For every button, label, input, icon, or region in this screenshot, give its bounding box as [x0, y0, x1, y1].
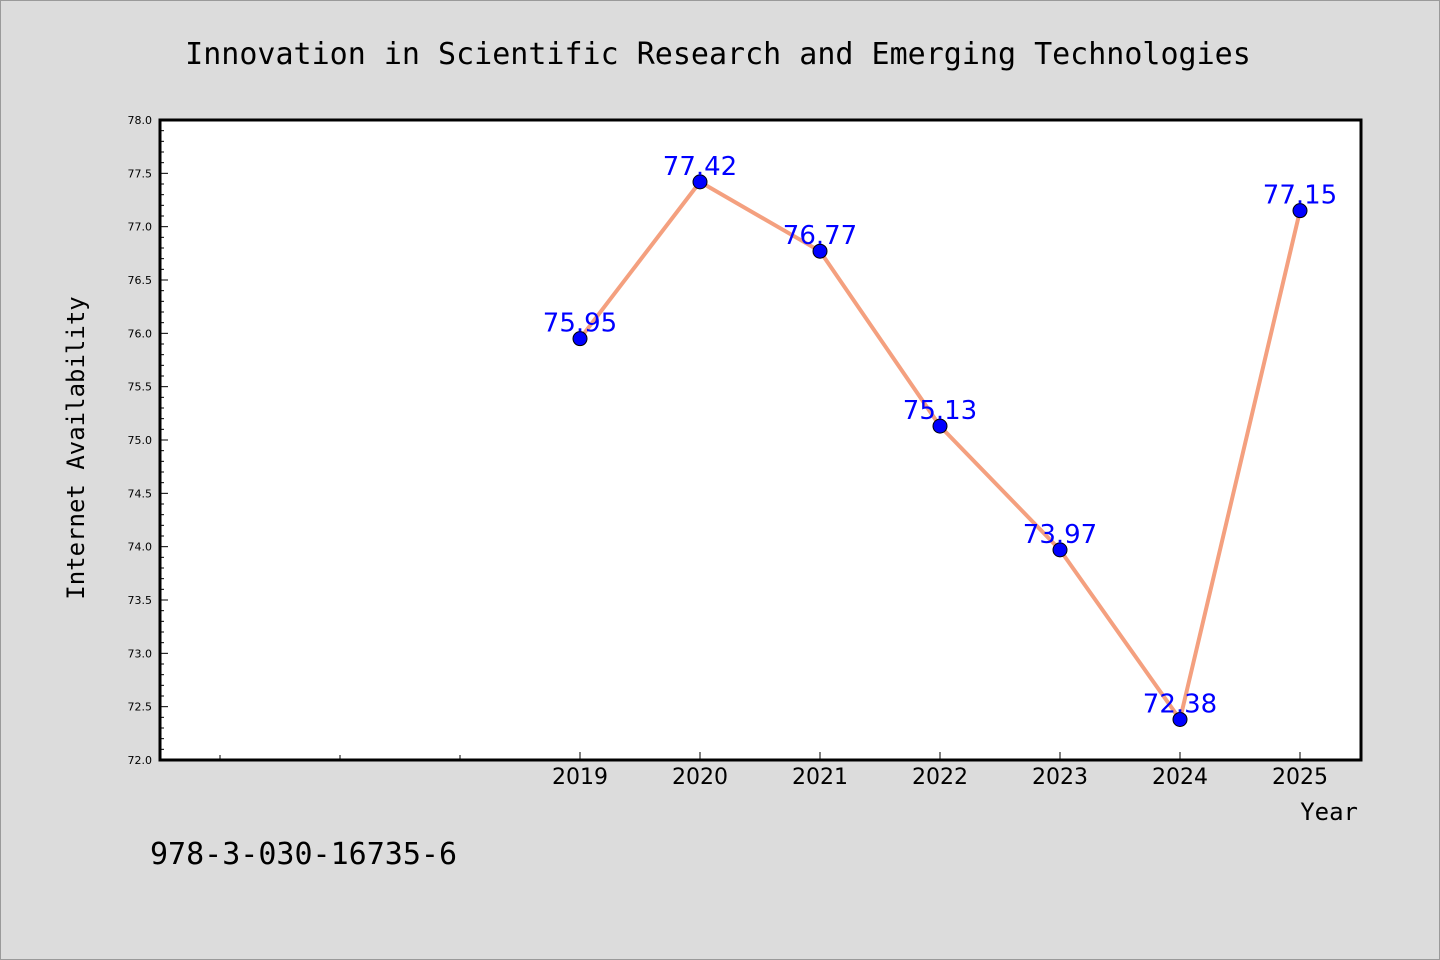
x-tick-label: 2020 — [672, 765, 728, 790]
y-tick-label: 73.5 — [128, 594, 153, 607]
x-tick-label: 2022 — [912, 765, 968, 790]
data-label: 77.42 — [663, 152, 737, 182]
data-label: 75.95 — [543, 309, 617, 339]
y-tick-label: 76.5 — [128, 274, 153, 287]
y-tick-label: 73.0 — [128, 647, 153, 660]
data-labels-layer: 75.95 77.42 76.77 75.13 73.97 72.38 77.15 — [543, 152, 1337, 720]
x-tick-label: 2025 — [1272, 765, 1328, 790]
y-tick-label: 72.5 — [128, 701, 153, 714]
footer-isbn: 978-3-030-16735-6 — [150, 837, 457, 872]
data-point — [1052, 542, 1068, 558]
data-point — [1292, 203, 1308, 219]
data-point — [812, 243, 828, 259]
y-tick-label: 76.0 — [128, 327, 153, 340]
x-axis-ticks: 2019 2020 2021 2022 2023 2024 2025 — [219, 752, 1328, 790]
series-layer — [572, 174, 1308, 727]
plot-area — [158, 118, 1363, 762]
y-axis-ticks: 72.0 72.5 73.0 73.5 74.0 74.5 75.0 75.5 76.0 76.5… — [128, 114, 168, 767]
data-point — [1172, 711, 1188, 727]
y-tick-label: 72.0 — [128, 754, 153, 767]
x-tick-label: 2019 — [552, 765, 608, 790]
data-point — [572, 331, 588, 347]
data-label: 72.38 — [1143, 689, 1217, 719]
y-tick-label: 78.0 — [128, 114, 153, 127]
y-tick-label: 77.5 — [128, 167, 153, 180]
y-axis-label: Internet Availability — [62, 296, 90, 599]
x-axis-label: Year — [1300, 798, 1358, 826]
y-tick-label: 74.5 — [128, 487, 153, 500]
data-label: 76.77 — [783, 221, 857, 251]
x-tick-label: 2024 — [1152, 765, 1208, 790]
y-tick-label: 75.5 — [128, 381, 153, 394]
data-point — [692, 174, 708, 190]
chart-title: Innovation in Scientific Research and Em… — [185, 37, 1251, 72]
data-label: 77.15 — [1263, 181, 1337, 211]
data-label: 73.97 — [1023, 520, 1097, 550]
y-tick-label: 74.0 — [128, 541, 153, 554]
data-point — [932, 418, 948, 434]
y-tick-label: 75.0 — [128, 434, 153, 447]
y-tick-label: 77.0 — [128, 221, 153, 234]
data-label: 75.13 — [903, 396, 977, 426]
x-tick-label: 2021 — [792, 765, 848, 790]
x-tick-label: 2023 — [1032, 765, 1088, 790]
